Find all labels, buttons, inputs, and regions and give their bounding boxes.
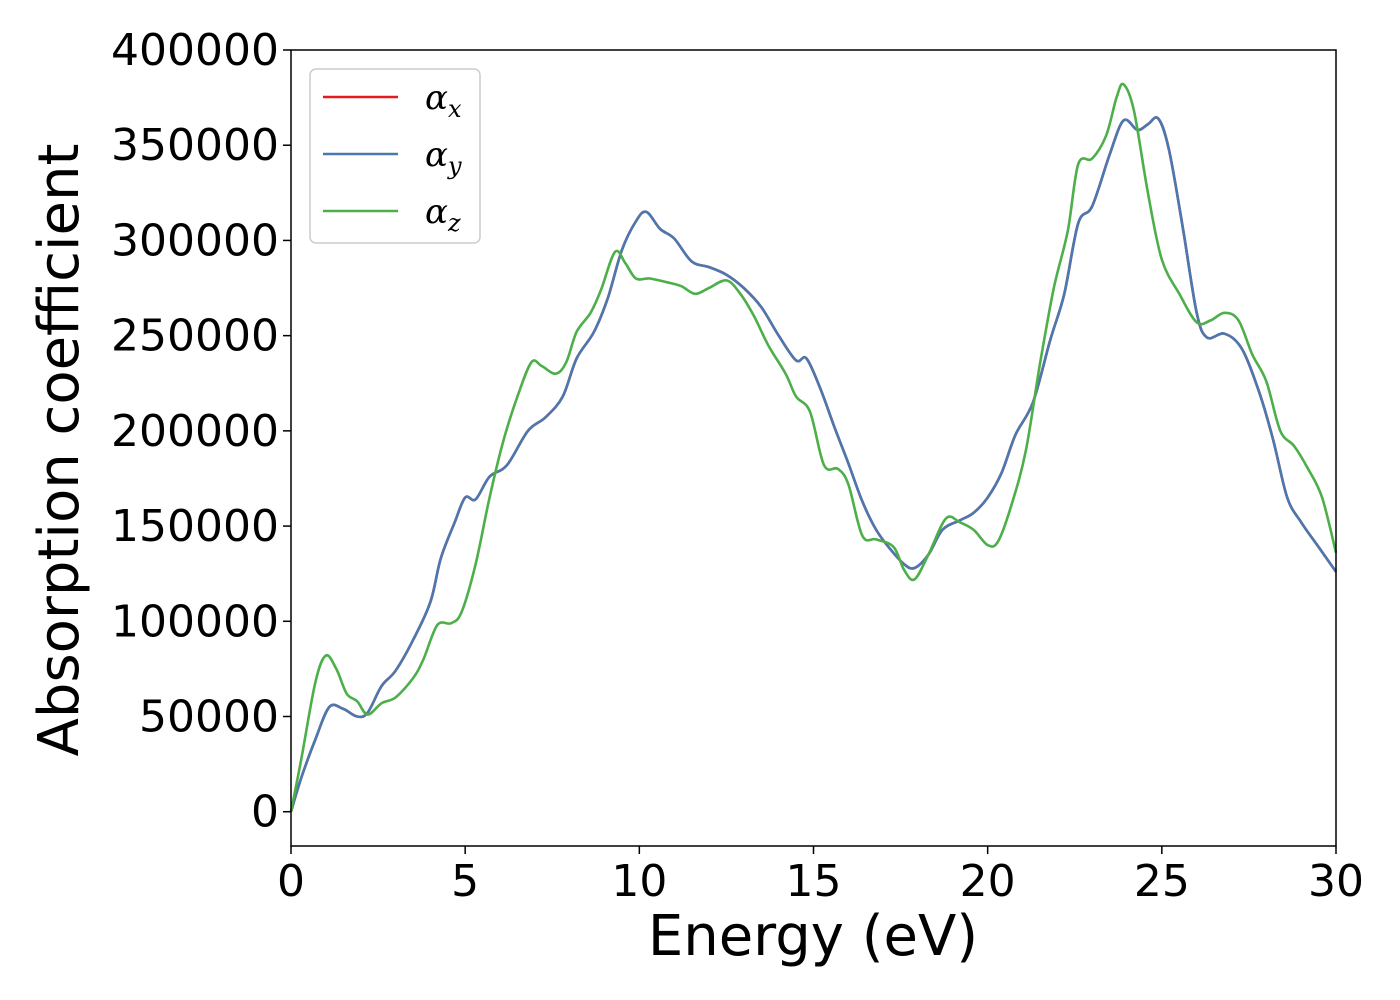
x-tick-label: 15 [786,856,842,907]
x-tick-label: 25 [1134,856,1190,907]
x-tick-label: 10 [611,856,667,907]
series-line-y [289,116,1338,813]
x-tick-label: 0 [277,856,305,907]
y-tick-label: 400000 [111,25,279,76]
y-tick-label: 350000 [111,120,279,171]
y-tick-label: 150000 [111,501,279,552]
y-axis-label: Absorption coefficient [27,144,92,757]
y-tick-label: 100000 [111,596,279,647]
legend-label-z: αz [425,192,461,237]
y-axis: 0 50000 100000 150000 200000 250000 300000 3500… [111,25,291,838]
x-axis-label: Energy (eV) [648,904,978,969]
y-tick-label: 50000 [139,692,279,743]
series-line-z [289,82,1338,812]
x-axis: 0 5 10 15 20 25 30 [277,846,1364,907]
legend-label-x: αx [425,78,462,123]
x-tick-label: 5 [451,856,479,907]
y-tick-label: 300000 [111,215,279,266]
y-tick-label: 250000 [111,311,279,362]
series-layer [289,82,1338,813]
legend-label-y: αy [425,135,462,180]
y-tick-label: 200000 [111,406,279,457]
x-tick-label: 20 [960,856,1016,907]
x-tick-label: 30 [1308,856,1364,907]
y-tick-label: 0 [251,787,279,838]
legend-box [309,68,481,244]
legend: αx αy αz [309,68,481,244]
